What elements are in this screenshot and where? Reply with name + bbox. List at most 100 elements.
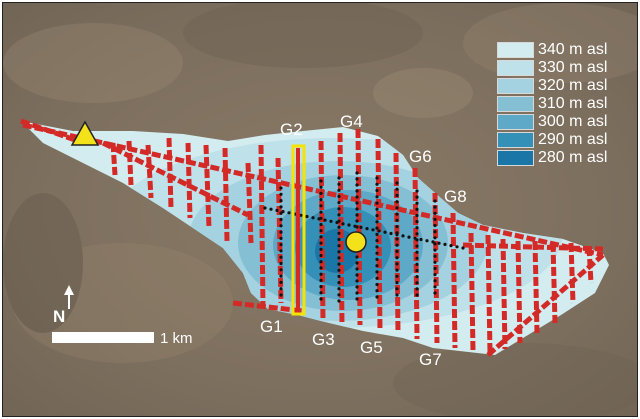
legend-item-330: 330 m asl <box>497 59 607 76</box>
profile-dot <box>279 261 283 266</box>
profile-dot <box>449 244 453 248</box>
dotted-profiles <box>263 171 465 303</box>
survey-line-segment <box>245 162 254 244</box>
legend-item-290: 290 m asl <box>497 131 607 148</box>
profile-dot <box>383 230 387 234</box>
north-label: N <box>53 307 66 326</box>
profile-dot <box>275 208 279 212</box>
profile-dot <box>279 243 283 247</box>
north-arrow-head <box>64 285 74 295</box>
profile-dot <box>317 217 321 221</box>
profile-dot <box>319 222 323 227</box>
survey-line-segment <box>500 238 508 350</box>
survey-line-segment <box>258 144 266 309</box>
profile-dot <box>433 260 437 264</box>
profile-dot <box>279 230 283 234</box>
legend-item-310: 310 m asl <box>497 95 607 112</box>
profile-dot <box>319 285 323 289</box>
profile-dot <box>279 205 283 209</box>
profile-dot <box>461 246 465 250</box>
profile-dot <box>395 193 399 197</box>
profile-dot <box>319 278 323 282</box>
profile-dot <box>433 199 437 203</box>
profile-dot <box>319 291 323 295</box>
profile-dot <box>355 267 359 271</box>
profile-dot <box>279 236 283 240</box>
profile-dot <box>415 281 419 285</box>
scale-bar-label: 1 km <box>160 330 193 347</box>
line-label-g1: G1 <box>260 317 283 336</box>
survey-line-segment <box>550 242 558 324</box>
profile-dot <box>443 242 447 246</box>
profile-dot <box>375 245 379 249</box>
survey-line-segment <box>462 242 604 252</box>
profile-dot <box>395 268 399 272</box>
profile-dot <box>433 242 437 246</box>
survey-line-segment <box>145 144 154 199</box>
profile-dot <box>319 235 323 239</box>
highlighted-survey-line-g2 <box>291 144 306 316</box>
profile-dot <box>319 241 323 245</box>
profile-dot <box>337 287 341 291</box>
profile-dot <box>433 223 437 228</box>
survey-line-segment <box>22 122 604 258</box>
profile-dot <box>329 219 333 223</box>
profile-dot <box>395 181 399 185</box>
profile-dot <box>395 225 399 229</box>
profile-dot <box>337 194 341 198</box>
profile-dot <box>375 276 379 280</box>
profile-dot <box>279 280 283 284</box>
profile-dot <box>279 293 283 297</box>
legend-label: 290 m asl <box>538 130 608 148</box>
profile-dot <box>375 264 379 268</box>
legend-label: 310 m asl <box>538 94 608 112</box>
legend-swatch <box>497 131 534 148</box>
profile-dot <box>375 251 379 255</box>
profile-dot <box>319 210 323 214</box>
profile-dot <box>415 262 419 266</box>
profile-dot <box>433 217 437 221</box>
profile-dot <box>319 204 323 208</box>
survey-line-segment <box>450 212 458 349</box>
profile-dot <box>337 262 341 266</box>
survey-line-segment <box>412 167 420 340</box>
profile-dot <box>337 207 341 211</box>
profile-dot <box>395 187 399 191</box>
profile-dot <box>375 195 379 199</box>
survey-line-segment <box>532 240 540 334</box>
line-label-g5: G5 <box>360 338 383 357</box>
profile-dot <box>375 289 379 293</box>
legend-label: 330 m asl <box>538 58 608 76</box>
profile-dot <box>433 285 437 289</box>
profile-dot <box>281 210 285 214</box>
profile-dot <box>279 287 283 291</box>
line-label-g6: G6 <box>409 147 432 166</box>
profile-dot <box>337 213 341 217</box>
profile-dot <box>415 213 419 218</box>
profile-dot <box>319 198 323 202</box>
profile-dot <box>355 261 359 265</box>
profile-dot <box>337 299 341 303</box>
profile-dot <box>347 223 351 227</box>
legend-item-320: 320 m asl <box>497 77 607 94</box>
profile-dot <box>377 229 381 233</box>
profile-dot <box>375 239 379 243</box>
profile-dot <box>319 185 323 189</box>
profile-dot <box>355 285 359 289</box>
profile-dot <box>419 237 423 242</box>
profile-dot <box>319 253 323 258</box>
profile-dot <box>355 177 359 181</box>
profile-dot <box>355 213 359 217</box>
yellow-triangle-marker <box>70 120 100 146</box>
profile-dot <box>415 189 419 193</box>
profile-dot <box>415 207 419 211</box>
profile-dot <box>433 266 437 271</box>
profile-dot <box>375 295 379 299</box>
profile-dot <box>395 200 399 204</box>
survey-line-segment <box>126 140 134 186</box>
profile-dot <box>415 287 419 291</box>
legend-swatch <box>497 59 534 76</box>
legend-label: 280 m asl <box>538 148 608 166</box>
line-label-g7: G7 <box>419 350 442 369</box>
profile-dot <box>415 232 419 236</box>
